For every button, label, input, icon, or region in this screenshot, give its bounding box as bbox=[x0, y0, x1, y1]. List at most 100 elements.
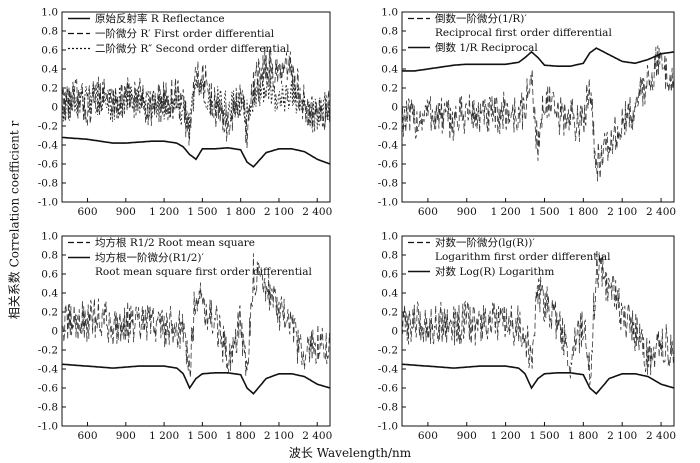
y-tick-label: 0.8 bbox=[381, 26, 398, 38]
x-tick-label: 1 500 bbox=[187, 206, 217, 218]
legend-entry-label: 均方根 R1/2 Root mean square bbox=[95, 236, 255, 249]
y-tick-label: 0.6 bbox=[381, 269, 398, 281]
y-tick-label: 0.2 bbox=[41, 83, 58, 95]
y-tick-label: 1.0 bbox=[381, 231, 398, 243]
y-tick-label: -1.0 bbox=[38, 421, 58, 433]
y-tick-label: -0.8 bbox=[378, 402, 398, 414]
series-line-3 bbox=[61, 73, 331, 140]
legend-entry-label: 倒数 1/R Reciprocal bbox=[435, 41, 538, 54]
y-tick-label: -0.8 bbox=[38, 402, 58, 414]
x-tick-label: 900 bbox=[457, 206, 477, 218]
x-axis-title: 波长 Wavelength/nm bbox=[288, 446, 412, 460]
x-tick-label: 2 100 bbox=[264, 206, 294, 218]
series-line-2 bbox=[402, 47, 675, 72]
y-tick-label: 0 bbox=[391, 102, 398, 114]
chart-panel-bottom-right: 1.0 0.8 0.6 0.4 0.2 0 -0.2 -0.4 -0.6 -0.8 -1.0 600 9… bbox=[378, 231, 676, 443]
legend-entry-label-en: Reciprocal first order differential bbox=[435, 27, 612, 39]
legend-entry-label: 原始反射率 R Reflectance bbox=[95, 12, 225, 25]
x-tick-label: 600 bbox=[418, 206, 438, 218]
y-tick-label: -0.4 bbox=[38, 140, 59, 152]
y-tick-label: 0.8 bbox=[41, 26, 58, 38]
x-tick-label: 1 200 bbox=[491, 206, 521, 218]
y-tick-label: -0.2 bbox=[38, 121, 58, 133]
y-tick-label: 0.6 bbox=[41, 45, 58, 57]
chart-panel-bottom-left: 1.0 0.8 0.6 0.4 0.2 0 -0.2 -0.4 -0.6 -0.8 -1.0 600 9… bbox=[38, 231, 333, 443]
x-tick-label: 600 bbox=[78, 430, 98, 442]
x-tick-label: 900 bbox=[457, 430, 477, 442]
y-tick-label: -0.6 bbox=[38, 159, 59, 171]
series-line-1 bbox=[401, 249, 675, 386]
x-tick-label: 1 500 bbox=[529, 206, 559, 218]
y-tick-label: -1.0 bbox=[38, 197, 58, 209]
legend-entry-label-en: Logarithm first order differential bbox=[435, 251, 611, 263]
x-tick-label: 900 bbox=[116, 430, 136, 442]
y-tick-label: -0.6 bbox=[38, 383, 59, 395]
x-tick-label: 1 500 bbox=[529, 430, 559, 442]
y-tick-label: 0.4 bbox=[381, 64, 398, 76]
series-line-2 bbox=[61, 46, 331, 149]
y-tick-label: 0.8 bbox=[381, 250, 398, 262]
y-tick-label: 0 bbox=[391, 326, 398, 338]
y-tick-label: 1.0 bbox=[41, 231, 58, 243]
y-tick-label: -0.2 bbox=[378, 345, 398, 357]
y-tick-label: 0.4 bbox=[41, 64, 58, 76]
x-tick-label: 1 800 bbox=[226, 206, 256, 218]
y-tick-label: 1.0 bbox=[381, 7, 398, 19]
y-tick-label: 0 bbox=[51, 326, 58, 338]
x-tick-label: 2 100 bbox=[264, 430, 294, 442]
series-line-1 bbox=[61, 253, 331, 378]
y-tick-label: -0.8 bbox=[378, 178, 398, 190]
plot-frame bbox=[401, 11, 675, 203]
legend-entry-label: 倒数一阶微分(1/R)′ bbox=[435, 12, 527, 25]
x-tick-label: 1 200 bbox=[149, 430, 179, 442]
y-tick-label: 0.2 bbox=[41, 307, 58, 319]
y-tick-label: -0.4 bbox=[38, 364, 59, 376]
y-tick-label: -0.4 bbox=[378, 140, 399, 152]
plot-frame bbox=[61, 11, 331, 203]
legend-entry-label: 一阶微分 R′ First order differential bbox=[95, 27, 275, 40]
x-tick-label: 2 400 bbox=[646, 430, 676, 442]
chart-panel-top-left: 1.0 0.8 0.6 0.4 0.2 0 -0.2 -0.4 -0.6 -0.8 -1.0 600 9… bbox=[38, 7, 333, 219]
y-tick-label: 0.4 bbox=[381, 288, 398, 300]
y-tick-label: 0.2 bbox=[381, 83, 398, 95]
y-tick-label: -0.8 bbox=[38, 178, 58, 190]
plot-frame bbox=[61, 235, 331, 427]
x-tick-label: 1 800 bbox=[226, 430, 256, 442]
series-line-2 bbox=[402, 363, 675, 395]
y-tick-label: 0.4 bbox=[41, 288, 58, 300]
x-tick-label: 600 bbox=[418, 430, 438, 442]
y-tick-label: 0.6 bbox=[381, 45, 398, 57]
y-axis-title: 相关系数 Correlation coefficient r bbox=[7, 120, 22, 320]
y-tick-label: -1.0 bbox=[378, 421, 398, 433]
x-tick-label: 1 800 bbox=[568, 206, 598, 218]
y-tick-label: -0.4 bbox=[378, 364, 399, 376]
y-tick-label: 0.8 bbox=[41, 250, 58, 262]
x-tick-label: 2 400 bbox=[302, 430, 332, 442]
y-tick-label: -0.6 bbox=[378, 383, 399, 395]
x-tick-label: 2 100 bbox=[607, 430, 637, 442]
y-tick-label: 0.6 bbox=[41, 269, 58, 281]
y-tick-label: -0.2 bbox=[378, 121, 398, 133]
series-line-1 bbox=[61, 136, 331, 168]
x-tick-label: 1 800 bbox=[568, 430, 598, 442]
x-tick-label: 1 200 bbox=[149, 206, 179, 218]
y-tick-label: -0.2 bbox=[38, 345, 58, 357]
legend-entry-label: 对数一阶微分(lg(R))′ bbox=[435, 236, 535, 249]
legend-entry-label: 二阶微分 R″ Second order differential bbox=[95, 42, 290, 55]
x-tick-label: 1 500 bbox=[187, 430, 217, 442]
y-tick-label: -1.0 bbox=[378, 197, 398, 209]
series-line-2 bbox=[62, 363, 331, 395]
x-tick-label: 600 bbox=[78, 206, 98, 218]
y-tick-label: 1.0 bbox=[41, 7, 58, 19]
legend-entry-label: 对数 Log(R) Logarithm bbox=[435, 265, 554, 278]
legend-entry-label: 均方根一阶微分(R1/2)′ bbox=[95, 251, 204, 264]
legend-entry-label-en: Root mean square first order differentia… bbox=[95, 266, 313, 278]
series-line-1 bbox=[401, 45, 675, 182]
x-tick-label: 2 100 bbox=[607, 206, 637, 218]
y-tick-label: 0.2 bbox=[381, 307, 398, 319]
x-tick-label: 1 200 bbox=[491, 430, 521, 442]
x-tick-label: 2 400 bbox=[302, 206, 332, 218]
y-tick-label: 0 bbox=[51, 102, 58, 114]
chart-panel-top-right: 1.0 0.8 0.6 0.4 0.2 0 -0.2 -0.4 -0.6 -0.8 -1.0 600 9… bbox=[378, 7, 676, 219]
